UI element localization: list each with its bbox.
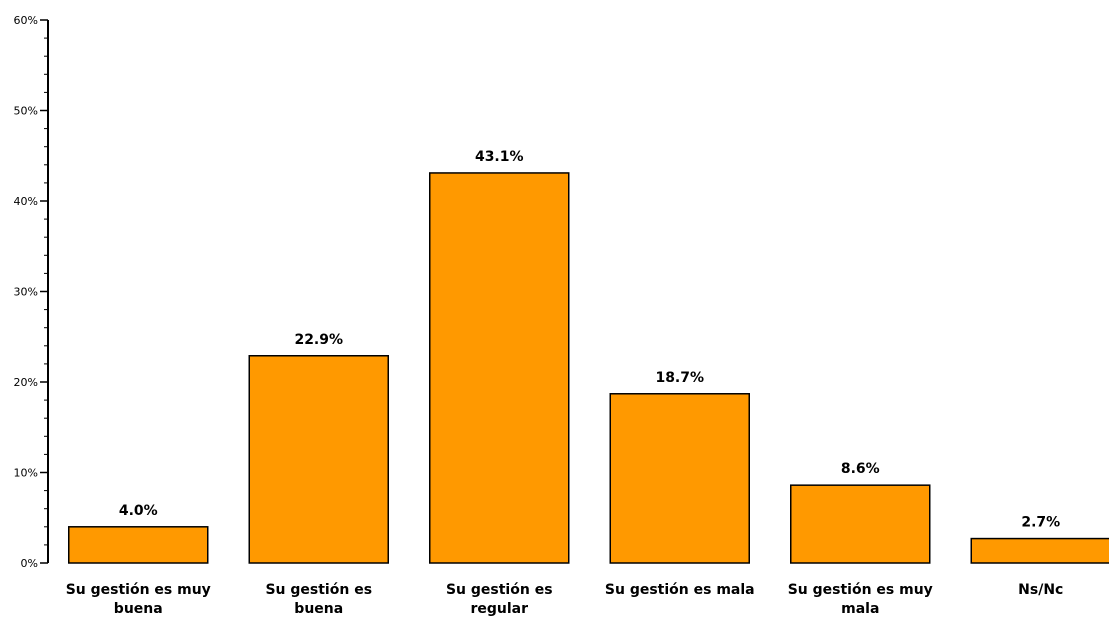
bar-value-label: 2.7% [1021,515,1060,531]
x-category-label: Su gestión es muy buena [66,582,211,617]
x-category-label: Su gestión es buena [265,582,372,617]
bar [790,484,931,564]
y-tick-label: 0% [21,557,38,570]
bar [429,172,570,564]
bar [970,537,1109,564]
bar-value-label: 43.1% [475,149,524,165]
x-category-label: Ns/Nc [1018,582,1063,598]
y-tick-label: 50% [14,105,38,118]
y-tick-label: 60% [14,14,38,27]
data-labels: 4.0% 22.9% 43.1% 18.7% 8.6% 2.7% [119,149,1060,531]
y-tick-label: 10% [14,467,38,480]
x-category-label: Su gestión es muy mala [788,582,933,617]
bar [248,355,389,564]
y-tick-label: 40% [14,195,38,208]
category-labels: Su gestión es muy buena Su gestión es buena… [66,582,1064,617]
bar-series [68,172,1109,564]
bar [609,393,750,564]
bar-value-label: 4.0% [119,503,158,519]
y-tick-label: 20% [14,376,38,389]
y-tick-label: 30% [14,286,38,299]
x-category-label: Su gestión es mala [605,582,755,598]
bar-value-label: 18.7% [655,370,704,386]
bar [68,526,209,564]
y-axis: 0% 10% 20% 30% 40% 50% 60% [14,14,49,570]
bar-value-label: 8.6% [841,461,880,477]
bar-value-label: 22.9% [294,332,343,348]
x-category-label: Su gestión es regular [446,582,553,617]
